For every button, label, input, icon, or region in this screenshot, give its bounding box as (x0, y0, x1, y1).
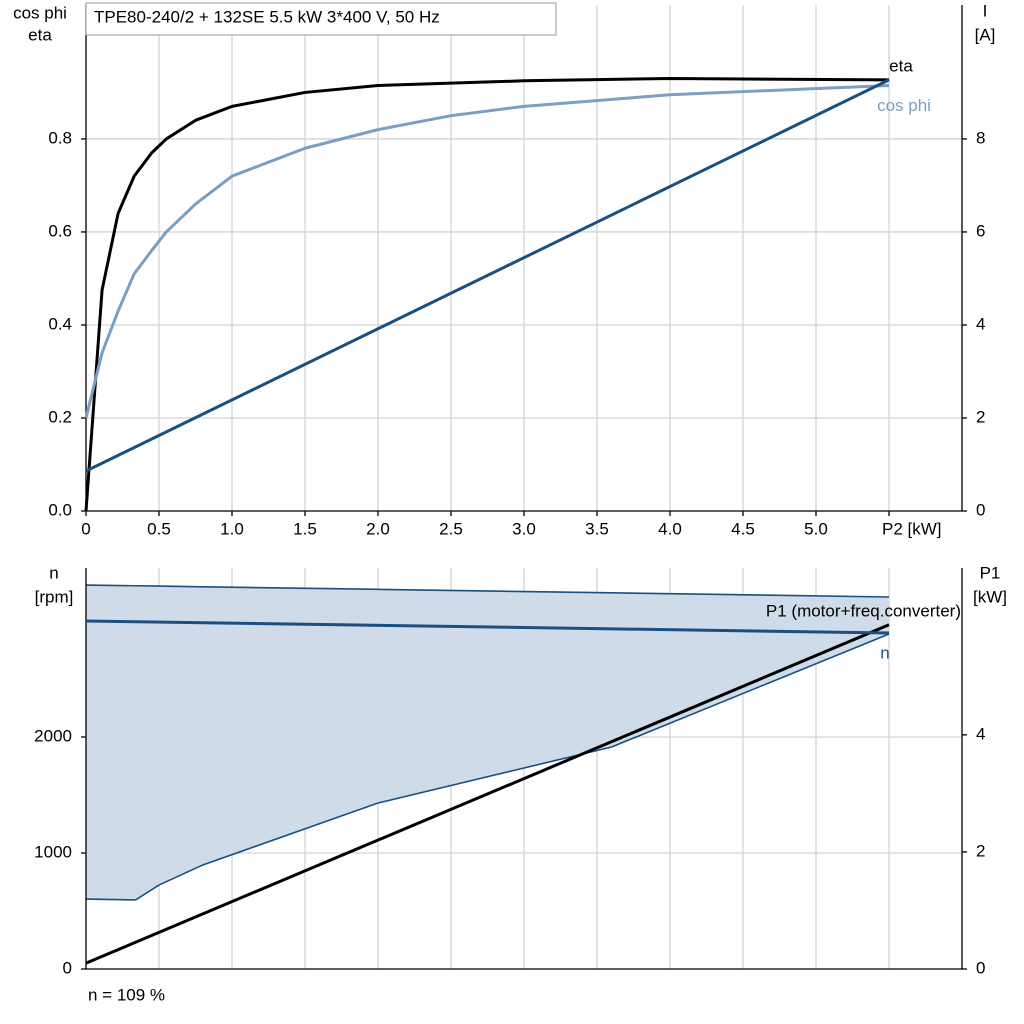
x-tick-label: 3.0 (512, 519, 536, 538)
axis-label: [A] (975, 25, 996, 44)
series-line (85, 623, 890, 965)
y-tick-label: 0.0 (48, 500, 72, 519)
x-tick-label: 3.5 (585, 519, 609, 538)
x-tick-label: P2 [kW] (882, 519, 942, 538)
axis-label: cos phi (13, 3, 67, 22)
axis-label: eta (28, 25, 52, 44)
range-lower-line (85, 633, 890, 901)
y2-tick-label: 4 (976, 314, 985, 333)
axis-label: [rpm] (35, 587, 74, 606)
y-tick-label: 0.2 (48, 407, 72, 426)
series-label: cos phi (877, 96, 931, 115)
series-line (84, 76, 890, 512)
x-tick-label: 2.0 (366, 519, 390, 538)
x-tick-label: 4.5 (731, 519, 755, 538)
series-line (84, 83, 890, 419)
y-tick-label: 0.8 (48, 128, 72, 147)
axis-label: P1 (980, 563, 1001, 582)
x-tick-label: 1.5 (293, 519, 317, 538)
range-area (86, 585, 889, 900)
y-tick-label: 0 (63, 958, 72, 977)
y2-tick-label: 4 (976, 724, 985, 743)
axis-label: I (983, 1, 988, 20)
y2-tick-label: 0 (976, 500, 985, 519)
y2-tick-label: 6 (976, 221, 985, 240)
series-line (85, 78, 890, 473)
x-tick-label: 2.5 (439, 519, 463, 538)
x-tick-label: 5.0 (804, 519, 828, 538)
axis-label: [kW] (973, 587, 1007, 606)
y-tick-label: 1000 (34, 842, 72, 861)
y2-tick-label: 8 (976, 128, 985, 147)
axis-label: n (49, 563, 58, 582)
series-label: P1 (motor+freq.converter) (766, 601, 961, 620)
range-upper-line (85, 584, 890, 598)
x-tick-label: 1.0 (220, 519, 244, 538)
series-label: eta (889, 56, 913, 75)
x-tick-label: 0 (81, 519, 90, 538)
annotation: n = 109 % (88, 985, 165, 1004)
series-line (85, 619, 890, 635)
series-label: n (880, 643, 889, 662)
x-tick-label: 0.5 (147, 519, 171, 538)
y2-tick-label: 0 (976, 958, 985, 977)
x-tick-label: 4.0 (658, 519, 682, 538)
y-tick-label: 0.6 (48, 221, 72, 240)
title-box (85, 2, 557, 36)
y2-tick-label: 2 (976, 841, 985, 860)
y2-tick-label: 2 (976, 407, 985, 426)
y-tick-label: 2000 (34, 726, 72, 745)
chart-title: TPE80-240/2 + 132SE 5.5 kW 3*400 V, 50 H… (94, 7, 440, 26)
y-tick-label: 0.4 (48, 314, 72, 333)
